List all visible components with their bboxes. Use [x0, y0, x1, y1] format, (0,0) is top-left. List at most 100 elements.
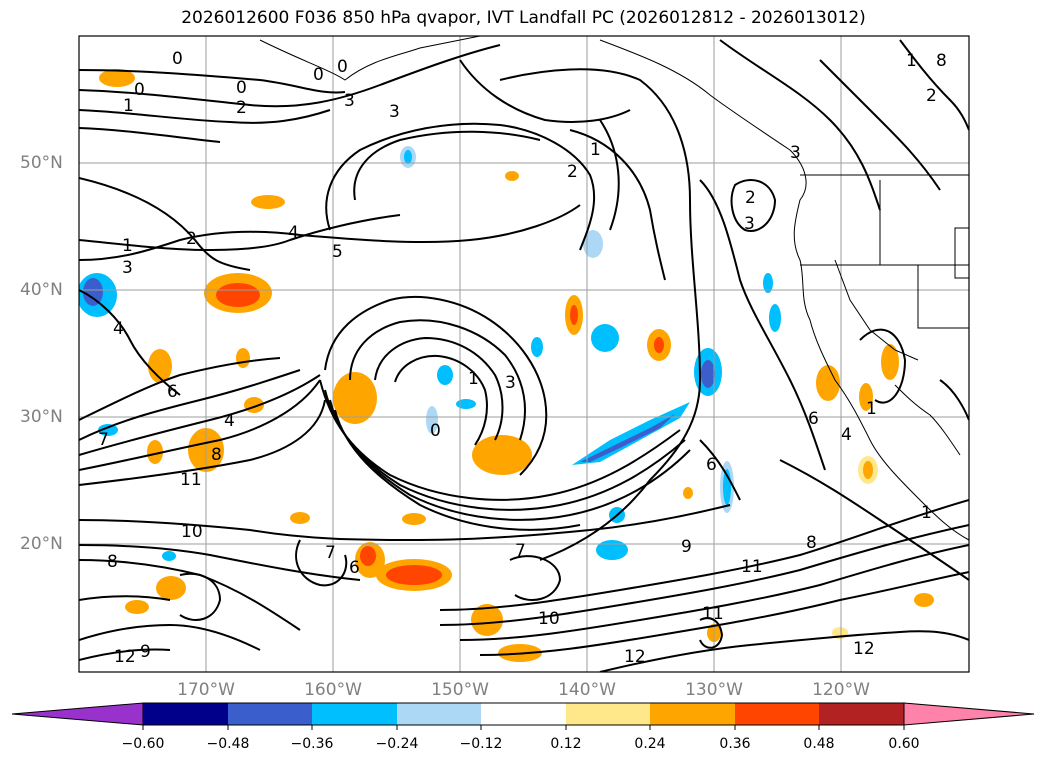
shade-blob — [583, 230, 603, 258]
map-frame — [78, 35, 970, 673]
shade-blob — [333, 372, 377, 424]
shade-blob — [701, 360, 715, 388]
shade-blob — [162, 551, 176, 561]
contour-label: 4 — [113, 319, 124, 339]
colorbar-swatch — [312, 703, 397, 725]
contour-label: 7 — [515, 541, 526, 561]
contour-label: 3 — [344, 91, 355, 111]
shade-blob — [914, 593, 934, 607]
contour-label: 2 — [745, 188, 756, 208]
contour-label: 6 — [706, 455, 717, 475]
shade-blob — [147, 440, 163, 464]
shade-band — [572, 402, 690, 465]
shade-blob — [251, 195, 285, 209]
colorbar-swatch — [228, 703, 312, 725]
contour-label: 0 — [134, 80, 145, 100]
lon-label: 130°W — [685, 680, 743, 700]
contour-label: 11 — [180, 470, 202, 490]
colorbar-extend-high — [903, 702, 1035, 726]
lat-label: 30°N — [20, 407, 63, 427]
colorbar-tick-label: −0.48 — [206, 736, 250, 752]
shade-blob — [471, 604, 503, 636]
lat-label: 50°N — [20, 153, 63, 173]
contour-label: 0 — [313, 65, 324, 85]
shade-blob — [98, 424, 118, 436]
shade-blob — [472, 435, 532, 475]
shade-blob — [859, 383, 873, 411]
contour-label: 8 — [936, 51, 947, 71]
colorbar-tick-label: −0.24 — [375, 736, 419, 752]
contour-label: 9 — [681, 537, 692, 557]
shade-blob — [426, 406, 438, 434]
lon-label: 160°W — [304, 680, 362, 700]
contour-label: 4 — [841, 425, 852, 445]
map-background — [79, 36, 969, 672]
lon-label: 120°W — [812, 680, 870, 700]
shade-blob — [386, 565, 442, 585]
contour-label: 0 — [430, 421, 441, 441]
shade-blob — [816, 365, 840, 401]
contour-label: 0 — [337, 57, 348, 77]
contour-label: 1 — [122, 236, 133, 256]
colorbar-tick-label: 0.12 — [550, 736, 582, 752]
lon-label: 150°W — [431, 680, 489, 700]
contour-label: 10 — [538, 609, 560, 629]
shade-blob — [290, 512, 310, 524]
colorbar-swatch — [819, 703, 904, 725]
contour-label: 2 — [186, 229, 197, 249]
contour-label: 4 — [224, 411, 235, 431]
contour-label: 1 — [123, 96, 134, 116]
contour-label: 4 — [288, 223, 299, 243]
contour-label: 5 — [332, 242, 343, 262]
contour-label: 1 — [468, 369, 479, 389]
shade-blob — [99, 69, 135, 87]
contour-label: 3 — [790, 143, 801, 163]
contour-label: 1 — [590, 140, 601, 160]
contour-label: 0 — [172, 49, 183, 69]
contour-label: 1 — [921, 503, 932, 523]
map-title: 2026012600 F036 850 hPa qvapor, IVT Land… — [181, 8, 866, 28]
contour-label: 10 — [181, 522, 203, 542]
shade-blob — [769, 304, 781, 332]
shade-blob — [763, 273, 773, 293]
lon-label: 140°W — [558, 680, 616, 700]
shade-blob — [881, 344, 899, 380]
contour-label: 3 — [744, 214, 755, 234]
colorbar-outline — [142, 702, 905, 726]
shade-blob — [404, 150, 412, 164]
contour-label: 7 — [98, 430, 109, 450]
colorbar-tick-label: −0.60 — [121, 736, 165, 752]
contour-label: 0 — [236, 78, 247, 98]
shade-blob — [148, 349, 172, 383]
graticule — [79, 36, 969, 672]
shade-blob — [456, 399, 476, 409]
shade-blob — [360, 546, 376, 566]
contour-label: 2 — [236, 98, 247, 118]
shade-blob — [531, 337, 543, 357]
shade-blob — [591, 324, 619, 352]
contour-label: 8 — [107, 552, 118, 572]
colorbar-swatch — [143, 703, 228, 725]
contour-label: 11 — [741, 557, 763, 577]
contour-label: 6 — [167, 382, 178, 402]
contour-label: 12 — [114, 647, 136, 667]
colorbar-swatch — [735, 703, 819, 725]
contour-lines — [79, 39, 969, 672]
colorbar-swatch — [397, 703, 481, 725]
colorbar-tick-label: 0.48 — [803, 736, 835, 752]
contour-label: 6 — [808, 409, 819, 429]
lon-label: 170°W — [177, 680, 235, 700]
contour-label: 9 — [140, 642, 151, 662]
colorbar-swatch — [566, 703, 650, 725]
contour-labels: 0 0 0 0 0 1 1 2 3 3 2 1 2 8 3 2 4 5 2 1 … — [98, 49, 947, 667]
contour-label: 6 — [349, 558, 360, 578]
contour-label: 2 — [567, 162, 578, 182]
shade-blob — [863, 461, 873, 479]
contour-label: 3 — [389, 102, 400, 122]
lat-label: 40°N — [20, 280, 63, 300]
colorbar-tick-label: −0.36 — [290, 736, 334, 752]
shade-blob — [83, 278, 103, 306]
coastlines — [259, 36, 969, 541]
contour-label: 3 — [122, 258, 133, 278]
